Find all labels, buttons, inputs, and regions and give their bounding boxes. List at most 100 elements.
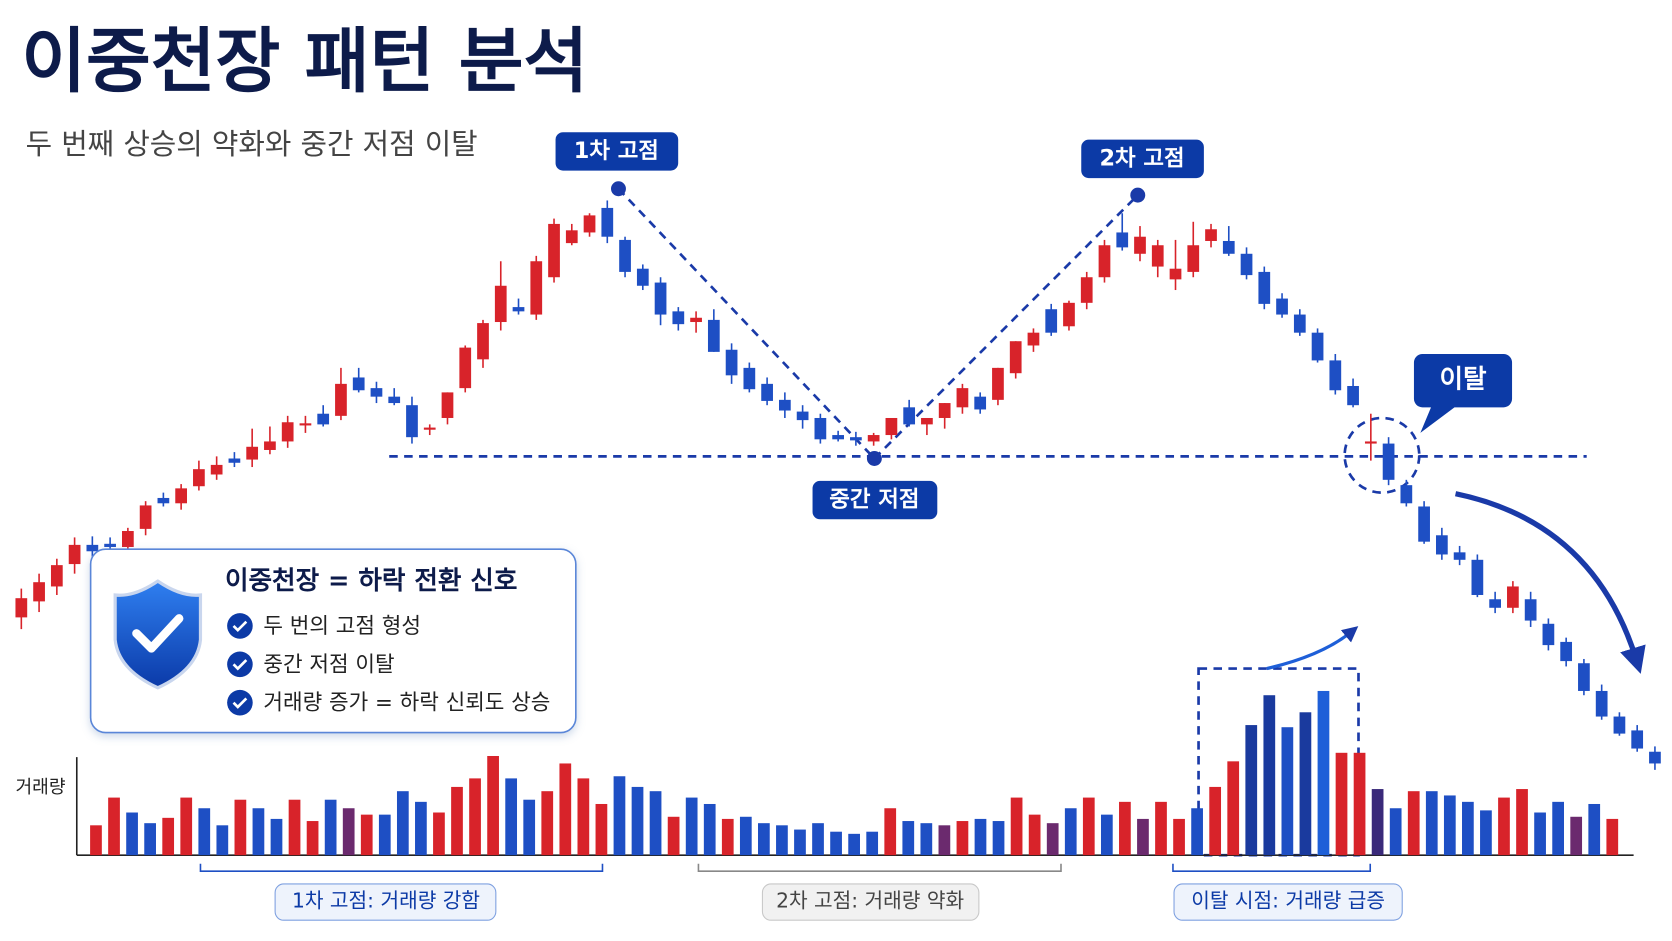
volume-bar [920, 823, 933, 856]
candle-body [370, 388, 383, 397]
volume-bar [1173, 818, 1185, 856]
candle-body [1418, 506, 1430, 542]
candle-body [956, 388, 969, 408]
candle-body [406, 405, 418, 438]
volume-bar [902, 821, 915, 856]
volume-bar [1588, 803, 1601, 856]
candle-body [796, 411, 809, 421]
volume-bar [938, 825, 951, 856]
volume-bar [758, 823, 770, 856]
candle-body [86, 544, 99, 552]
candle-body [352, 377, 365, 391]
candle-body [850, 437, 862, 441]
candle-body [1027, 332, 1040, 346]
candle-body [1258, 271, 1271, 304]
candle-body [494, 285, 507, 323]
candle-body [1169, 268, 1182, 280]
volume-bar [613, 776, 626, 856]
shield-icon [113, 579, 203, 690]
candle-body [50, 565, 63, 587]
volume-bar [1443, 795, 1456, 856]
candle-body [1364, 441, 1377, 444]
volume-bar [559, 763, 572, 856]
volume-bar [1534, 812, 1546, 856]
candle-body [1098, 245, 1111, 278]
volume-bar [1046, 823, 1059, 856]
peak-dot [611, 181, 626, 197]
note-pill [274, 883, 497, 921]
volume-bar [1371, 789, 1384, 856]
volume-bar [1353, 752, 1366, 856]
candle-body [1329, 360, 1342, 391]
volume-bar [108, 797, 120, 856]
volume-bar [1245, 725, 1258, 856]
annotation: 2차 고점 [1081, 139, 1204, 179]
candle-body [885, 417, 898, 436]
volume-bar [1425, 791, 1438, 856]
check-item: 중간 저점 이탈 [227, 651, 395, 677]
info-box: 이중천장 = 하락 전환 신호 두 번의 고점 형성 중간 저점 이탈 거래량 … [89, 548, 577, 734]
candle-body [992, 367, 1004, 400]
volume-bar [812, 823, 824, 856]
volume-bar [649, 791, 662, 856]
breakout-circle [1343, 416, 1421, 494]
candle-body [1435, 535, 1448, 555]
candle-body [104, 543, 116, 548]
volume-bar [378, 814, 391, 856]
candle-body [1063, 302, 1075, 327]
candle-body [1009, 341, 1022, 374]
check-item: 두 번의 고점 형성 [227, 613, 421, 639]
volume-bar [144, 823, 156, 856]
volume-bar [1227, 761, 1240, 856]
volume-bar [1516, 789, 1528, 856]
candle-body [725, 349, 738, 376]
candle-body [1453, 552, 1466, 560]
candle-body [583, 215, 596, 233]
volume-bar [1191, 808, 1203, 856]
candle-body [299, 423, 312, 426]
candle-body [672, 311, 685, 325]
candle-body [1507, 586, 1519, 608]
volume-bar [1010, 797, 1023, 856]
candle-body [743, 367, 756, 390]
candle-body [1080, 277, 1093, 303]
note-pill [1173, 883, 1403, 921]
candle-body [1542, 623, 1555, 646]
volume-bar [433, 812, 445, 856]
candle-body [512, 307, 525, 312]
info-title: 이중천장 = 하락 전환 신호 [225, 566, 517, 596]
volume-bar [1480, 810, 1492, 856]
candle-body [921, 417, 933, 425]
volume-bar [794, 829, 806, 856]
check-item: 거래량 증가 = 하락 신뢰도 상승 [227, 689, 550, 716]
annotation-text: 이탈 [1439, 365, 1487, 395]
volume-bar [415, 801, 427, 856]
volume-highlight [1197, 667, 1360, 857]
volume-bar [451, 786, 463, 856]
annotation: 1차 고점 [555, 132, 679, 171]
candle-body [1222, 240, 1235, 254]
volume-bar [866, 831, 879, 856]
candle-body [1205, 229, 1217, 241]
volume-bar [631, 786, 644, 856]
candle-body [157, 497, 170, 504]
down-arrow [1454, 491, 1646, 674]
up-arrow [1266, 626, 1359, 671]
candle-body [636, 268, 649, 286]
bracket [1172, 863, 1372, 872]
volume-bar [1570, 816, 1583, 856]
candle-body [1293, 314, 1306, 333]
candle-body [654, 282, 667, 315]
volume-bar [288, 799, 301, 856]
bracket [199, 863, 604, 872]
volume-bar [1064, 808, 1077, 856]
candle-body [1382, 443, 1395, 480]
volume-bar [487, 755, 499, 856]
volume-bars [90, 690, 1619, 856]
info-item: 중간 저점 이탈 [263, 652, 394, 677]
volume-bar [667, 816, 680, 856]
volume-bar [162, 817, 175, 856]
candle-body [122, 531, 134, 548]
candle-body [1045, 309, 1058, 333]
candle-body [778, 399, 791, 411]
